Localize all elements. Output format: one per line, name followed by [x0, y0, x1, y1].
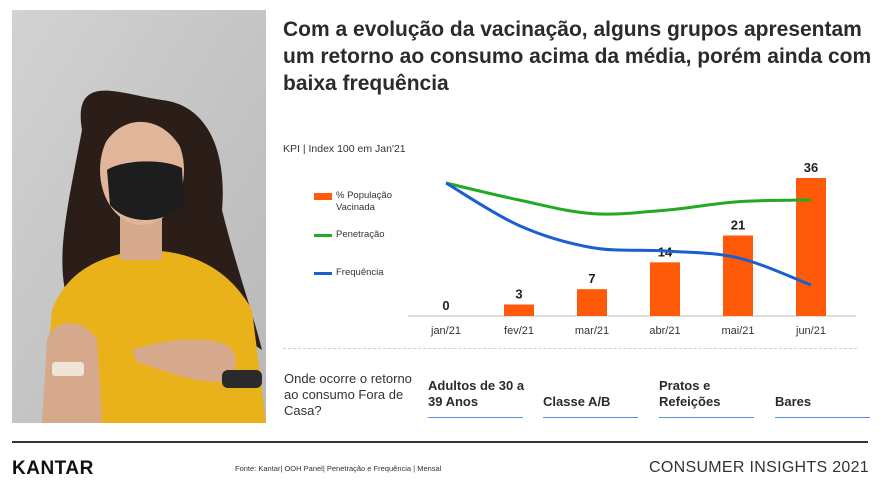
group-underline-bares	[775, 417, 870, 418]
bar-label-jan/21: 0	[442, 298, 449, 313]
line-penetra-o	[445, 181, 812, 216]
tick-label-abr/21: abr/21	[649, 325, 680, 337]
legend-label-vacinada: % População Vacinada	[336, 190, 392, 213]
group-underline-classe	[543, 417, 638, 418]
bar-label-mai/21: 21	[731, 218, 745, 233]
page-title: Com a evolução da vacinação, alguns grup…	[283, 18, 872, 95]
bar-mar/21	[577, 289, 607, 316]
kantar-logo: KANTAR	[12, 458, 94, 479]
group-underline-pratos	[659, 417, 754, 418]
legend-label-penetracao: Penetração	[336, 229, 385, 240]
source-note: Fonte: Kantar| OOH Panel| Penetração e F…	[235, 464, 442, 473]
tick-label-mai/21: mai/21	[721, 325, 754, 337]
section-divider	[283, 348, 857, 349]
tick-label-jun/21: jun/21	[795, 325, 826, 337]
chart-subtitle: KPI | Index 100 em Jan'21	[283, 143, 406, 155]
bar-abr/21	[650, 262, 680, 316]
bar-label-fev/21: 3	[515, 287, 522, 302]
line-frequ-ncia	[445, 181, 812, 287]
bar-fev/21	[504, 304, 534, 316]
bar-label-mar/21: 7	[588, 271, 595, 286]
legend-swatch-vacinada	[314, 193, 332, 200]
legend-swatch-frequencia	[314, 272, 332, 275]
bar-label-jun/21: 36	[804, 160, 818, 175]
tick-label-fev/21: fev/21	[504, 325, 534, 337]
group-classe: Classe A/B	[543, 394, 611, 409]
group-adultos: Adultos de 30 a 39 Anos	[428, 378, 525, 409]
tick-label-jan/21: jan/21	[430, 325, 461, 337]
legend-swatch-penetracao	[314, 234, 332, 237]
legend-label-frequencia: Frequência	[336, 267, 384, 278]
tick-label-mar/21: mar/21	[575, 325, 609, 337]
chart-svg: 0jan/213fev/217mar/2114abr/2121mai/2136j…	[408, 160, 856, 337]
group-pratos: Pratos e Refeições	[659, 378, 721, 409]
vaccinated-woman-photo	[12, 10, 266, 423]
footer-rule	[12, 441, 868, 443]
bar-mai/21	[723, 235, 753, 316]
chart-area: % População Vacinada Penetração Frequênc…	[280, 160, 870, 340]
group-bares: Bares	[775, 394, 812, 409]
question-text: Onde ocorre o retorno ao consumo Fora de…	[284, 371, 412, 418]
group-underline-adultos	[428, 417, 523, 418]
brand-label: CONSUMER INSIGHTS 2021	[649, 459, 869, 476]
